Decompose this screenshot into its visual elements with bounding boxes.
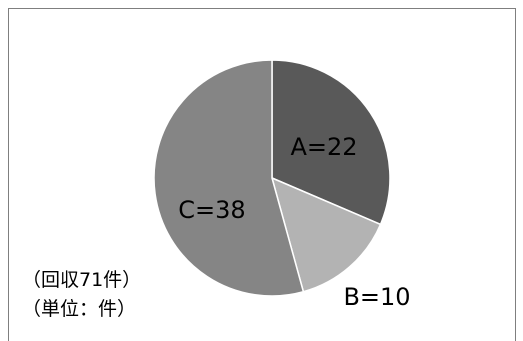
slice-label-a: A=22 (290, 133, 357, 161)
annotation-responses: （回収71件） (22, 269, 142, 291)
slice-label-b: B=10 (343, 283, 410, 311)
pie-labels: A=22 B=10 C=38 (178, 133, 410, 311)
pie-slice-b (270, 176, 382, 293)
pie-slice-a (271, 59, 391, 226)
pie-slices (153, 59, 391, 297)
pie-slice-c (153, 59, 305, 297)
annotation-unit: （単位：件） (22, 298, 137, 320)
slice-label-c: C=38 (178, 196, 245, 224)
